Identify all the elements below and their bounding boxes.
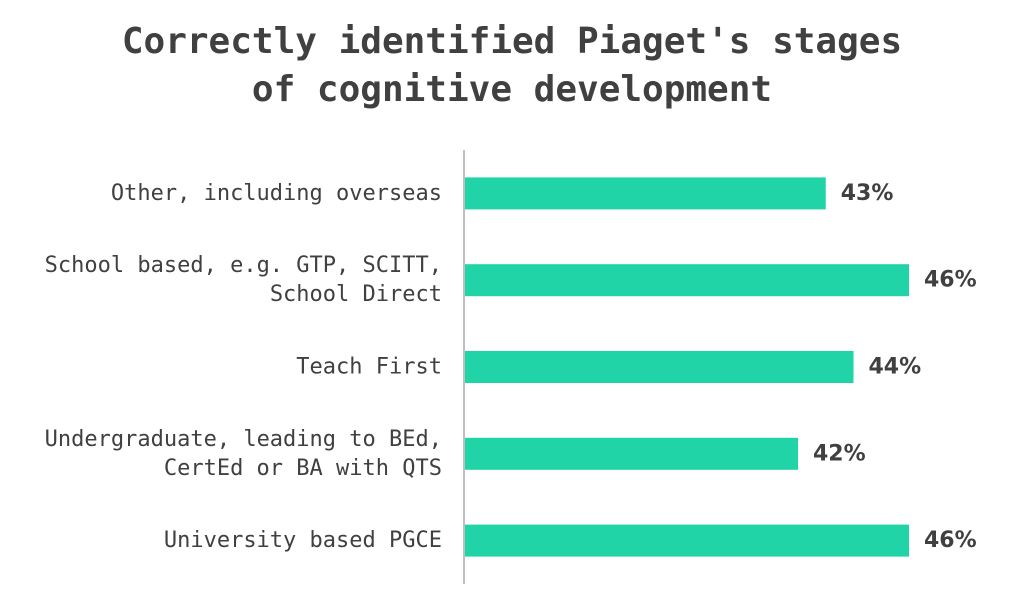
category-label-line: School Direct [270, 282, 442, 307]
chart-title-line-2: of cognitive development [251, 69, 773, 110]
bar-value-label: 42% [813, 441, 866, 466]
chart-title-line-1: Correctly identified Piaget's stages [121, 21, 903, 62]
category-label-line: School based, e.g. GTP, SCITT, [45, 253, 442, 278]
category-label-line: Undergraduate, leading to BEd, [45, 427, 442, 452]
category-label: Other, including overseas [111, 181, 442, 206]
category-label-line: CertEd or BA with QTS [164, 456, 442, 481]
bars-layer: 43% Other, including overseas 46% School ba… [45, 177, 977, 557]
chart-title: Correctly identified Piaget's stages of … [0, 18, 1024, 114]
bar [465, 437, 798, 470]
category-label: University based PGCE [164, 528, 442, 553]
bar [465, 524, 909, 557]
bar-value-label: 46% [924, 268, 977, 293]
bar-value-label: 46% [924, 528, 977, 553]
category-label: Teach First [296, 355, 442, 380]
category-label: Undergraduate, leading to BEd, CertEd or … [45, 427, 442, 481]
category-label-line: Teach First [296, 355, 442, 380]
bar [465, 264, 909, 297]
category-label-line: Other, including overseas [111, 181, 442, 206]
bar-value-label: 43% [841, 181, 894, 206]
bar-value-label: 44% [869, 355, 922, 380]
bar [465, 351, 854, 383]
category-label: School based, e.g. GTP, SCITT, School Dir… [45, 253, 442, 307]
category-label-line: University based PGCE [164, 528, 442, 553]
bar [465, 177, 826, 210]
